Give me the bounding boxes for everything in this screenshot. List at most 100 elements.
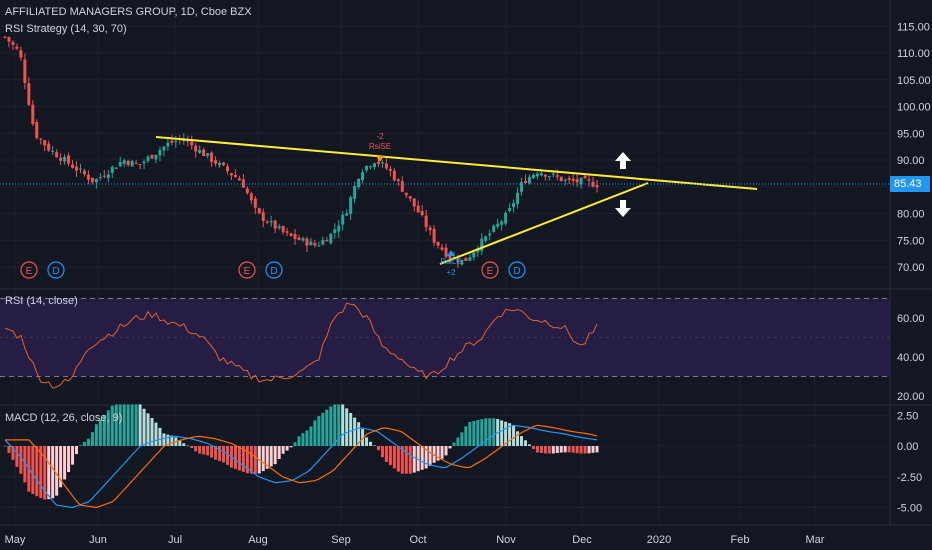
candle xyxy=(357,178,361,188)
candle xyxy=(523,180,527,184)
candle xyxy=(130,160,134,167)
candle xyxy=(460,259,464,265)
macd-histogram-bar xyxy=(305,430,309,446)
candle xyxy=(396,179,400,181)
macd-histogram-bar xyxy=(59,446,63,488)
dividend-badge xyxy=(47,261,65,279)
macd-histogram-bar xyxy=(15,446,19,467)
candle xyxy=(376,161,380,164)
macd-histogram-bar xyxy=(39,446,43,499)
macd-histogram-bar xyxy=(190,446,194,449)
candle xyxy=(214,160,218,164)
candle xyxy=(365,165,369,171)
price-axis-label: 90.00 xyxy=(897,155,925,167)
macd-histogram-bar xyxy=(35,446,39,497)
macd-histogram-bar xyxy=(102,414,106,446)
candle xyxy=(464,257,468,261)
candle xyxy=(154,154,158,160)
candle xyxy=(122,160,126,164)
candle xyxy=(321,239,325,245)
macd-pane-title[interactable]: MACD (12, 26, close, 9) xyxy=(5,412,123,424)
rsi-axis-label: 40.00 xyxy=(897,352,925,364)
candle xyxy=(313,242,317,246)
macd-histogram-bar xyxy=(424,446,428,469)
macd-histogram-bar xyxy=(249,446,253,474)
candle xyxy=(444,247,448,257)
candle xyxy=(245,188,249,194)
rsi-long-label: RsiLE xyxy=(440,257,461,266)
candle xyxy=(384,163,388,169)
candle xyxy=(265,221,269,223)
macd-histogram-bar xyxy=(47,446,51,500)
candle xyxy=(281,226,285,233)
candle xyxy=(198,149,202,153)
candle xyxy=(94,178,98,183)
macd-histogram-bar xyxy=(71,446,75,465)
price-axis-label: 115.00 xyxy=(897,21,930,33)
price-axis-label: 80.00 xyxy=(897,209,925,221)
earnings-badge-letter: E xyxy=(26,266,33,277)
macd-histogram-bar xyxy=(472,420,476,446)
macd-histogram-bar xyxy=(480,419,484,446)
upper-trendline xyxy=(155,136,758,190)
rsi-long-marker xyxy=(447,250,455,256)
candle xyxy=(305,238,309,246)
candle xyxy=(456,259,460,263)
candle xyxy=(277,226,281,229)
rsi-pane-title[interactable]: RSI (14, close) xyxy=(5,295,78,307)
rsi-axis-label: 60.00 xyxy=(897,313,925,325)
macd-histogram-bar xyxy=(106,410,110,446)
price-axis-label: 100.00 xyxy=(897,102,931,114)
macd-axis-label: -2.50 xyxy=(897,472,922,484)
macd-histogram-bar xyxy=(194,446,198,452)
macd-histogram-bar xyxy=(134,404,138,446)
macd-histogram-bar xyxy=(464,426,468,446)
macd-histogram-bar xyxy=(206,446,210,456)
candle xyxy=(472,252,476,258)
candle xyxy=(15,46,19,49)
macd-histogram-bar xyxy=(361,429,365,446)
time-axis-label: May xyxy=(5,534,26,546)
candle xyxy=(218,162,222,166)
candle xyxy=(392,170,396,181)
candle xyxy=(237,178,241,181)
price-axis-label: 110.00 xyxy=(897,48,930,60)
macd-histogram-bar xyxy=(55,446,59,496)
candle xyxy=(361,172,365,180)
candle xyxy=(325,239,329,242)
macd-histogram-bar xyxy=(575,446,579,454)
macd-histogram-bar xyxy=(452,442,456,446)
candle xyxy=(134,162,138,164)
macd-histogram-bar xyxy=(583,446,587,454)
candle xyxy=(317,245,321,247)
candle xyxy=(150,154,154,159)
candle xyxy=(539,173,543,176)
candle xyxy=(7,36,11,42)
candle xyxy=(27,83,31,105)
strategy-title[interactable]: RSI Strategy (14, 30, 70) xyxy=(5,23,127,35)
candle xyxy=(388,168,392,171)
macd-histogram-bar xyxy=(202,446,206,455)
candle xyxy=(142,161,146,164)
macd-histogram-bar xyxy=(321,412,325,446)
candle xyxy=(55,152,59,158)
macd-histogram-bar xyxy=(86,438,90,446)
earnings-badge-letter: E xyxy=(244,266,251,277)
macd-histogram-bar xyxy=(392,446,396,469)
candle xyxy=(293,234,297,240)
macd-histogram-bar xyxy=(94,424,98,446)
candle xyxy=(102,175,106,177)
candle xyxy=(78,168,82,170)
price-axis-label: 70.00 xyxy=(897,262,925,274)
macd-histogram-bar xyxy=(75,446,79,455)
candle xyxy=(559,176,563,182)
time-axis-label: Jun xyxy=(89,534,107,546)
macd-histogram-bar xyxy=(245,446,249,474)
candle xyxy=(261,212,265,222)
candle xyxy=(448,254,452,259)
candle xyxy=(63,156,67,162)
macd-histogram-bar xyxy=(126,404,130,446)
macd-histogram-bar xyxy=(3,446,7,447)
macd-histogram-bar xyxy=(118,404,122,446)
